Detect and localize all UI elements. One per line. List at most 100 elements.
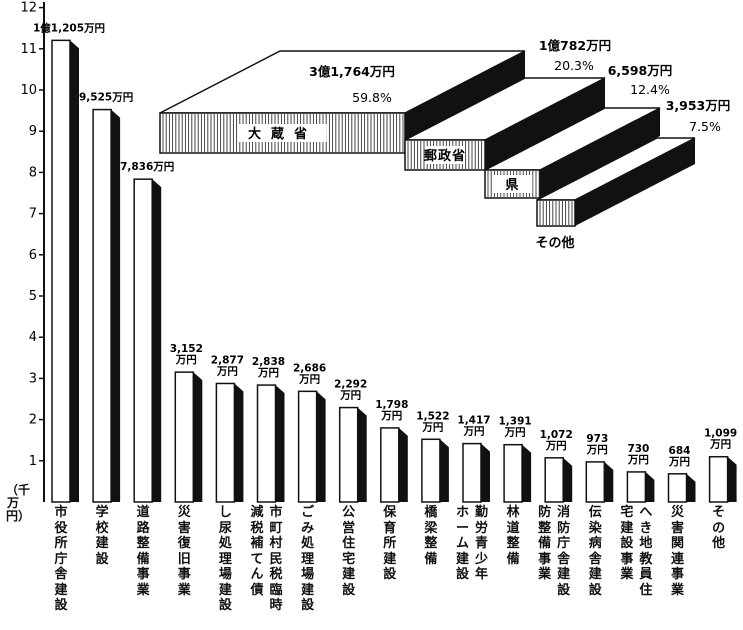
inset-name-bg [238, 124, 327, 142]
bar [51, 39, 71, 503]
bar-side [275, 385, 285, 502]
value-unit-label: 万円 [709, 439, 731, 451]
bar [215, 382, 236, 503]
bars [51, 39, 737, 503]
inset-percent: 20.3% [554, 58, 594, 73]
bar-side [481, 443, 490, 502]
inset-name: 大蔵省 [248, 126, 317, 142]
category-label: 保育所建設 [383, 505, 397, 582]
value-unit-label: 万円 [668, 456, 690, 468]
category-label: ホーム建設 勤労青少年 [455, 505, 489, 583]
bar-side [398, 427, 408, 502]
bar [133, 178, 153, 503]
bar-side [316, 391, 326, 502]
bar-side [686, 473, 696, 502]
y-axis-title: （千万円） [6, 483, 31, 523]
bar-side [111, 109, 121, 502]
y-tick-label: 10 [20, 83, 37, 98]
bar-side [193, 372, 203, 502]
category-label: 公営住宅建設 [342, 505, 356, 598]
category-label: し尿処理場建設 [218, 505, 232, 613]
inset-percent: 59.8% [352, 90, 392, 105]
inset-amount: 6,598万円 [608, 63, 673, 78]
value-unit-label: 万円 [586, 444, 608, 456]
category-label: 災害関連事業 [670, 505, 684, 598]
bar-side [357, 407, 367, 502]
inset-name: その他 [535, 235, 574, 251]
bar [174, 371, 195, 503]
bar [256, 384, 277, 503]
inset-block-side [540, 108, 660, 198]
inset-percent: 12.4% [630, 82, 670, 97]
bar [421, 438, 441, 503]
y-tick-label: 4 [29, 330, 37, 345]
bar [503, 443, 523, 503]
value-unit-label: 万円 [627, 454, 649, 466]
category-label: 道路整備事業 [136, 505, 150, 598]
bar [380, 427, 400, 503]
bar [626, 471, 647, 503]
value-unit-label: 万円 [463, 426, 485, 438]
value-label: 2,877 [211, 354, 244, 366]
y-tick-label: 1 [29, 454, 37, 469]
category-label-col: へき地教員住 [639, 505, 653, 598]
y-tick-label: 3 [29, 371, 37, 386]
bar-side [522, 444, 532, 502]
y-tick-label: 2 [29, 413, 37, 428]
value-unit-label: 万円 [216, 365, 238, 377]
value-label: 973 [586, 433, 608, 445]
value-unit-label: 万円 [380, 410, 402, 422]
y-tick-label: 9 [29, 124, 37, 139]
category-label-col: 防整備事業 [538, 505, 552, 582]
category-label: 林道整備 [506, 505, 520, 567]
bar [92, 108, 112, 503]
inset-name-bg [492, 175, 533, 193]
value-label: 3,152 [170, 343, 203, 355]
bar-side [439, 439, 449, 502]
category-label: 伝染病舎建設 [588, 505, 602, 598]
value-unit-label: 万円 [339, 390, 361, 402]
bar [667, 473, 688, 503]
bar-side [645, 471, 655, 502]
category-label: 市役所庁舎建設 [54, 505, 68, 613]
inset-block-side [485, 78, 605, 170]
value-unit-label: 万円 [421, 421, 443, 433]
inset-percent: 7.5% [689, 119, 721, 134]
value-unit-label: 万円 [257, 367, 279, 379]
bar-side [604, 461, 614, 502]
value-label: 2,686 [293, 362, 326, 374]
value-label: 1,072 [540, 429, 573, 441]
category-label: 防整備事業 消防庁舎建設 [537, 505, 571, 598]
category-label-col: 市町村民税臨時 [269, 505, 283, 613]
value-unit-label: 万円 [298, 373, 320, 385]
value-label: 684 [669, 445, 691, 457]
y-tick-label: 12 [20, 1, 37, 16]
value-unit-label: 万円 [545, 440, 567, 452]
y-tick-label: 8 [29, 165, 37, 180]
bar [585, 461, 606, 503]
category-label-col: ホーム建設 [455, 505, 469, 582]
category-label-col: 消防庁舎建設 [557, 505, 571, 598]
value-unit-label: 万円 [504, 427, 526, 439]
inset-block-side [575, 138, 695, 226]
bar-side [152, 179, 162, 502]
inset-name: 県 [505, 178, 519, 193]
value-label: 1,522 [416, 410, 449, 422]
category-label: 学校建設 [95, 505, 109, 567]
value-label: 1,391 [498, 416, 531, 428]
bar-side [563, 457, 573, 502]
category-label-col: 減税補てん債 [250, 505, 264, 598]
bar [708, 455, 729, 503]
y-tick-label: 11 [20, 42, 37, 57]
category-label: 災害復旧事業 [177, 505, 191, 598]
inset-name: 郵政省 [424, 148, 466, 164]
value-label: 730 [627, 443, 649, 455]
value-label: 1,798 [375, 399, 408, 411]
value-label: 7,836万円 [120, 161, 174, 173]
bar-side [727, 456, 737, 502]
y-tick-label: 6 [29, 248, 37, 263]
inset-amount: 3,953万円 [666, 98, 731, 113]
